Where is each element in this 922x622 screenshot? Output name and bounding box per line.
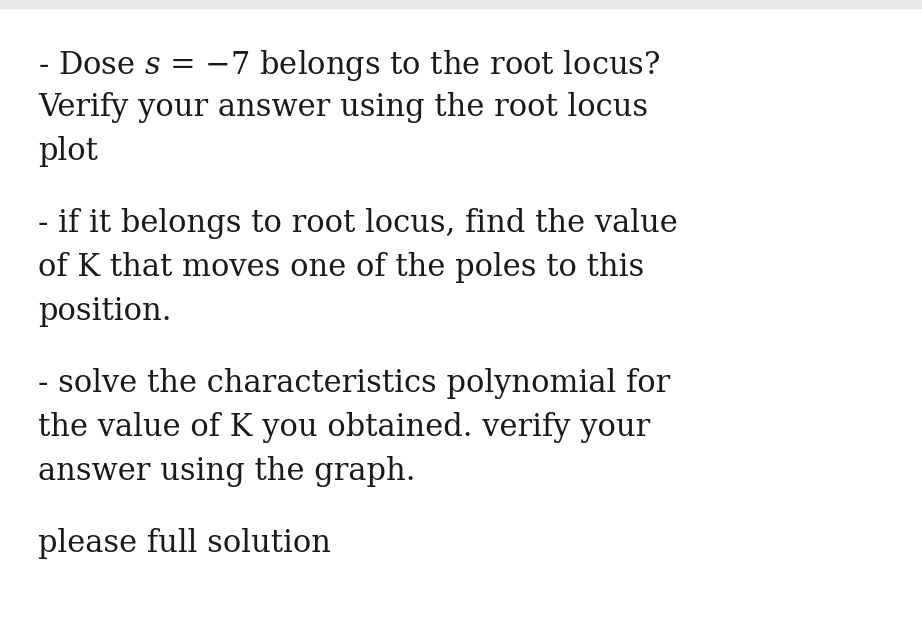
Text: please full solution: please full solution — [38, 528, 331, 559]
Text: position.: position. — [38, 296, 171, 327]
Text: plot: plot — [38, 136, 98, 167]
Text: - if it belongs to root locus, find the value: - if it belongs to root locus, find the … — [38, 208, 678, 239]
Text: of K that moves one of the poles to this: of K that moves one of the poles to this — [38, 252, 644, 283]
Text: the value of K you obtained. verify your: the value of K you obtained. verify your — [38, 412, 650, 443]
Text: - solve the characteristics polynomial for: - solve the characteristics polynomial f… — [38, 368, 670, 399]
Text: Verify your answer using the root locus: Verify your answer using the root locus — [38, 92, 648, 123]
Text: - Dose $s$ = −7 belongs to the root locus?: - Dose $s$ = −7 belongs to the root locu… — [38, 48, 660, 83]
Bar — [0, 0, 922, 8]
Text: answer using the graph.: answer using the graph. — [38, 456, 416, 487]
